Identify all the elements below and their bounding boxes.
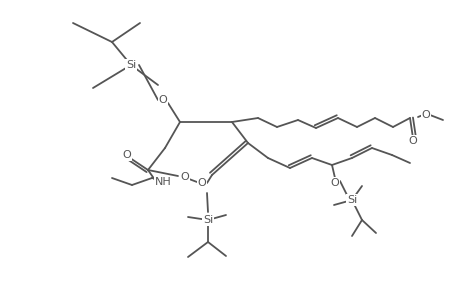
Text: Si: Si [126, 60, 136, 70]
Text: O: O [123, 150, 131, 160]
Text: O: O [421, 110, 430, 120]
Text: NH: NH [154, 177, 171, 187]
Text: O: O [180, 172, 189, 182]
Text: O: O [330, 178, 339, 188]
Text: Si: Si [346, 195, 356, 205]
Text: Si: Si [202, 215, 213, 225]
Text: O: O [158, 95, 167, 105]
Text: O: O [408, 136, 416, 146]
Text: O: O [197, 178, 206, 188]
